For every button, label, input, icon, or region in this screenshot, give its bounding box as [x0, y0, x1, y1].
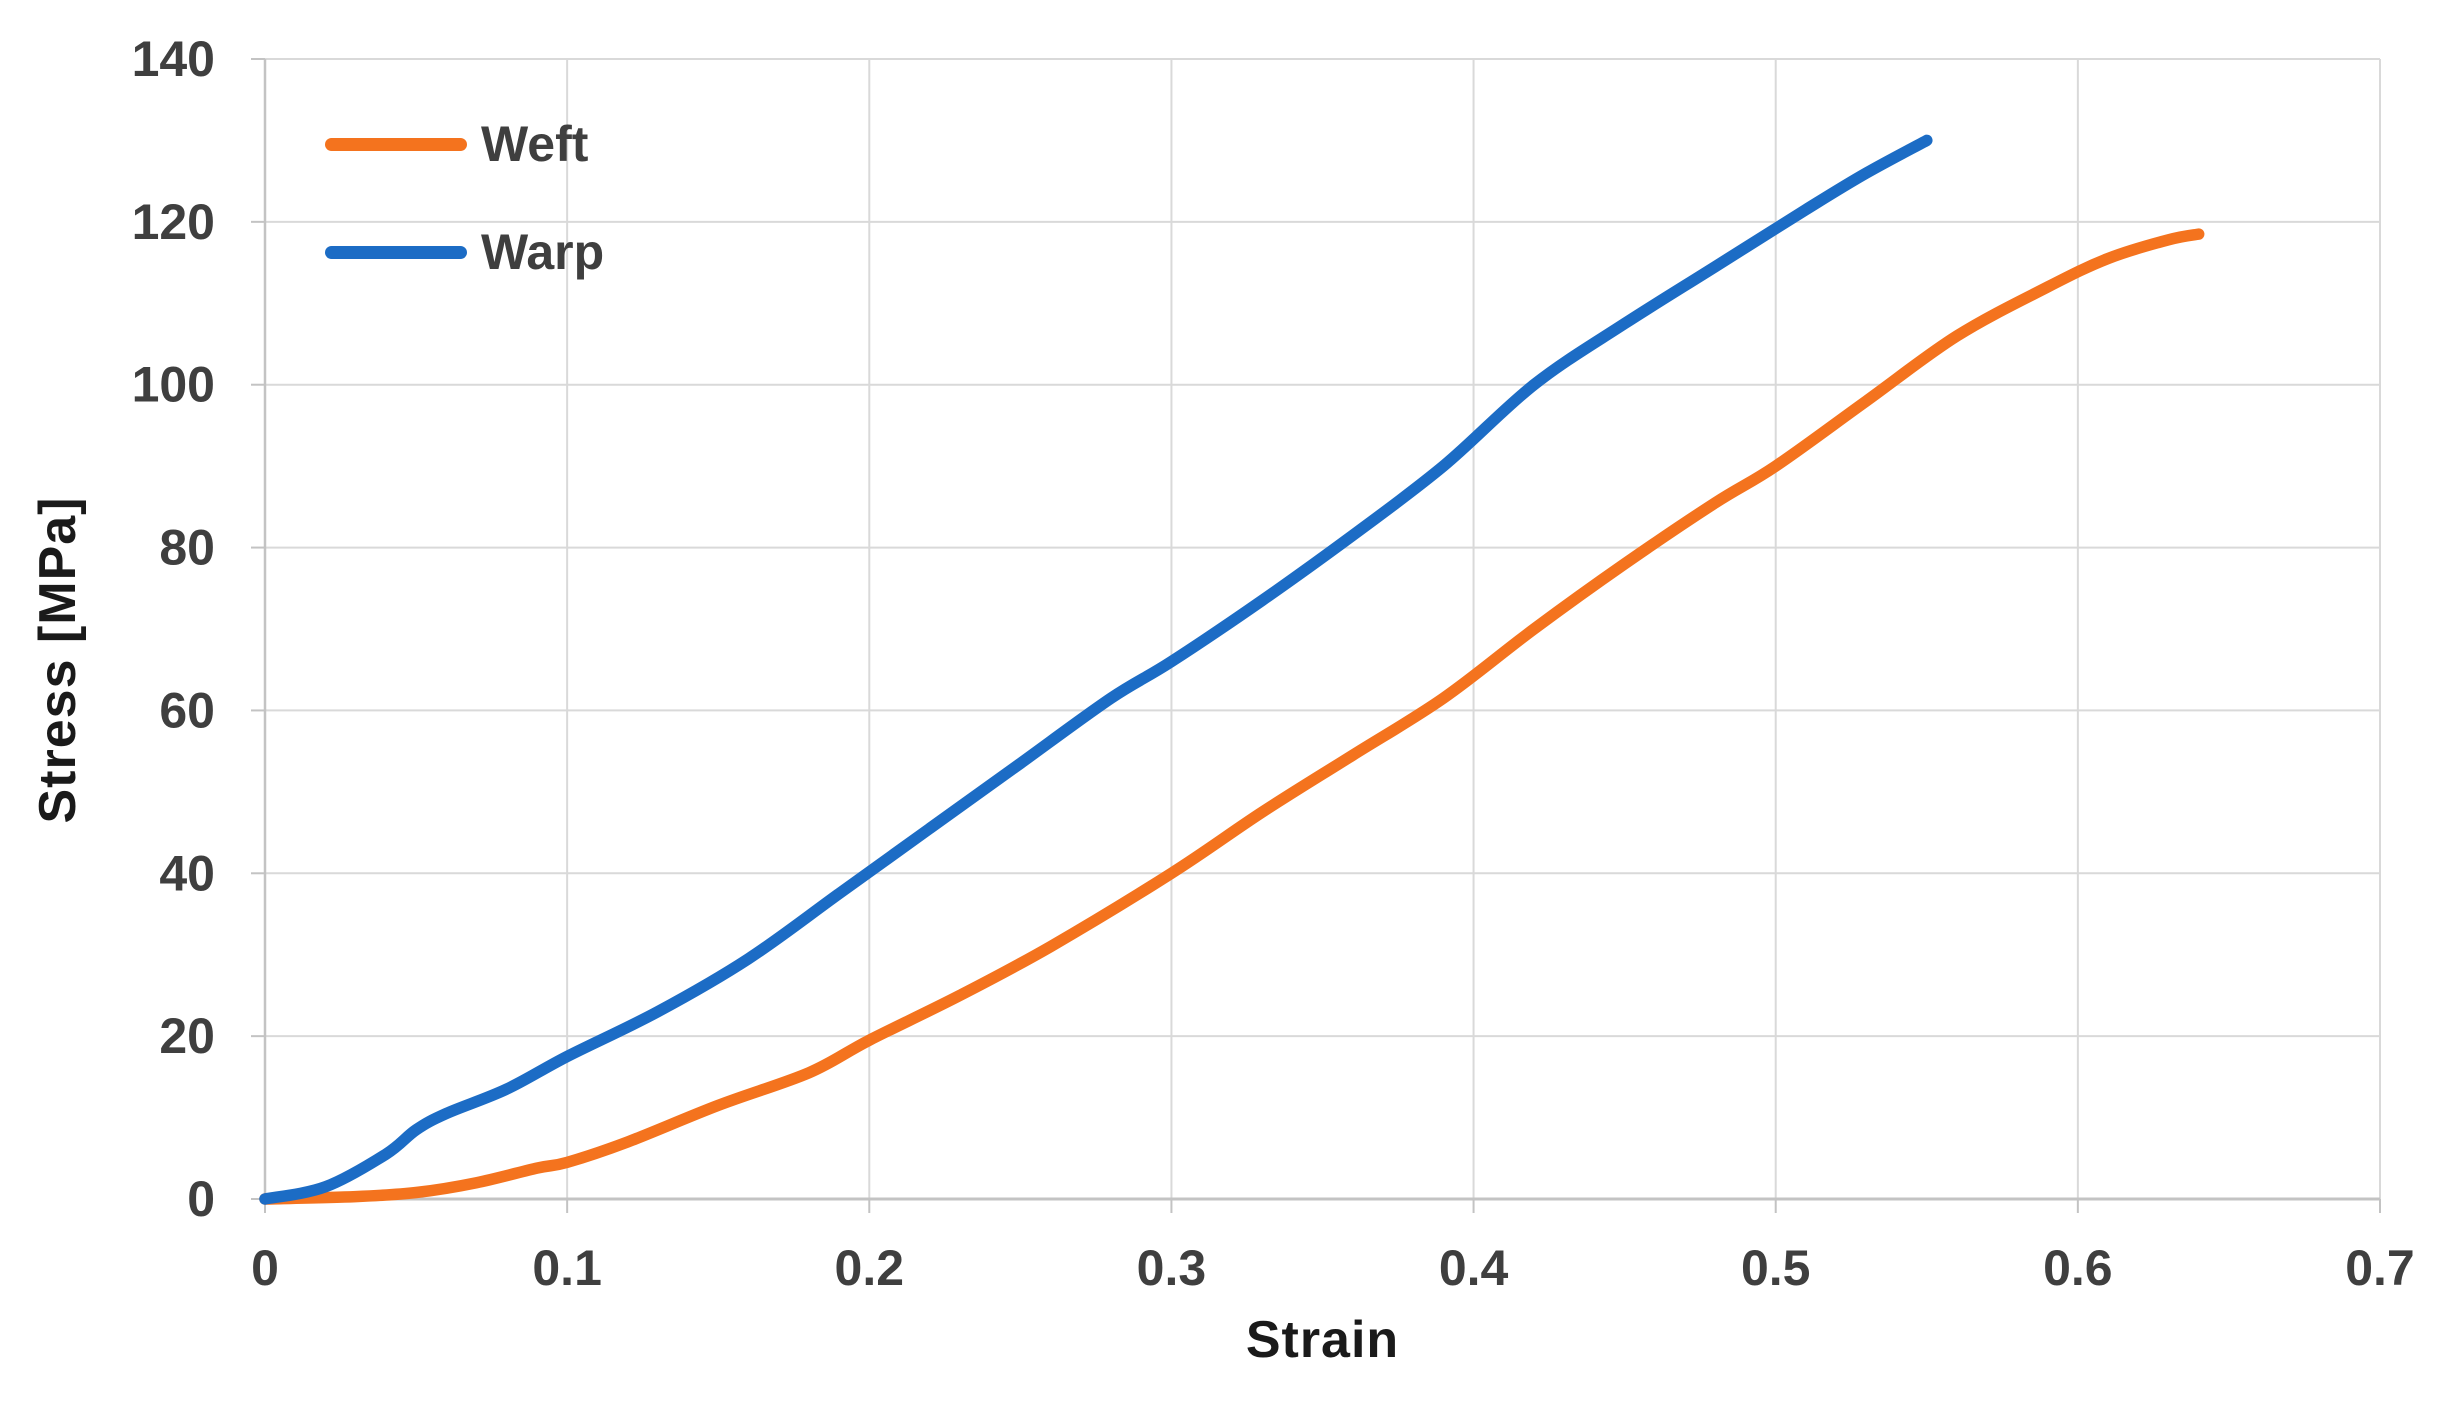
y-axis-tick-label: 0 [187, 1171, 215, 1227]
x-axis-tick-label: 0.6 [2043, 1240, 2113, 1296]
legend-item-weft: Weft [325, 108, 604, 180]
x-axis-tick-label: 0.2 [835, 1240, 905, 1296]
y-axis-tick-label: 140 [132, 31, 215, 87]
y-axis-tick-label: 20 [159, 1008, 215, 1064]
y-axis-tick-label: 80 [159, 520, 215, 576]
series-line-warp [259, 134, 1933, 1205]
legend-label-weft: Weft [481, 116, 589, 172]
y-axis-title: Stress [MPa] [29, 496, 87, 824]
y-axis-tick-label: 40 [159, 845, 215, 901]
chart-legend: Weft Warp [325, 108, 604, 288]
x-axis-tick-label: 0.5 [1741, 1240, 1811, 1296]
series-line-weft [259, 228, 2205, 1205]
warp-line-swatch [325, 245, 467, 259]
weft-line-swatch [325, 137, 467, 151]
x-axis-tick-label: 0.4 [1439, 1240, 1509, 1296]
x-axis-tick-label: 0.3 [1137, 1240, 1207, 1296]
x-axis-title: Strain [1245, 1311, 1400, 1369]
x-axis-tick-label: 0.7 [2345, 1240, 2415, 1296]
legend-item-warp: Warp [325, 216, 604, 288]
y-axis-tick-label: 60 [159, 682, 215, 738]
x-axis-tick-label: 0.1 [532, 1240, 602, 1296]
x-axis-tick-label: 0 [251, 1240, 279, 1296]
y-axis-tick-label: 120 [132, 194, 215, 250]
legend-label-warp: Warp [481, 224, 605, 280]
y-axis-tick-label: 100 [132, 357, 215, 413]
